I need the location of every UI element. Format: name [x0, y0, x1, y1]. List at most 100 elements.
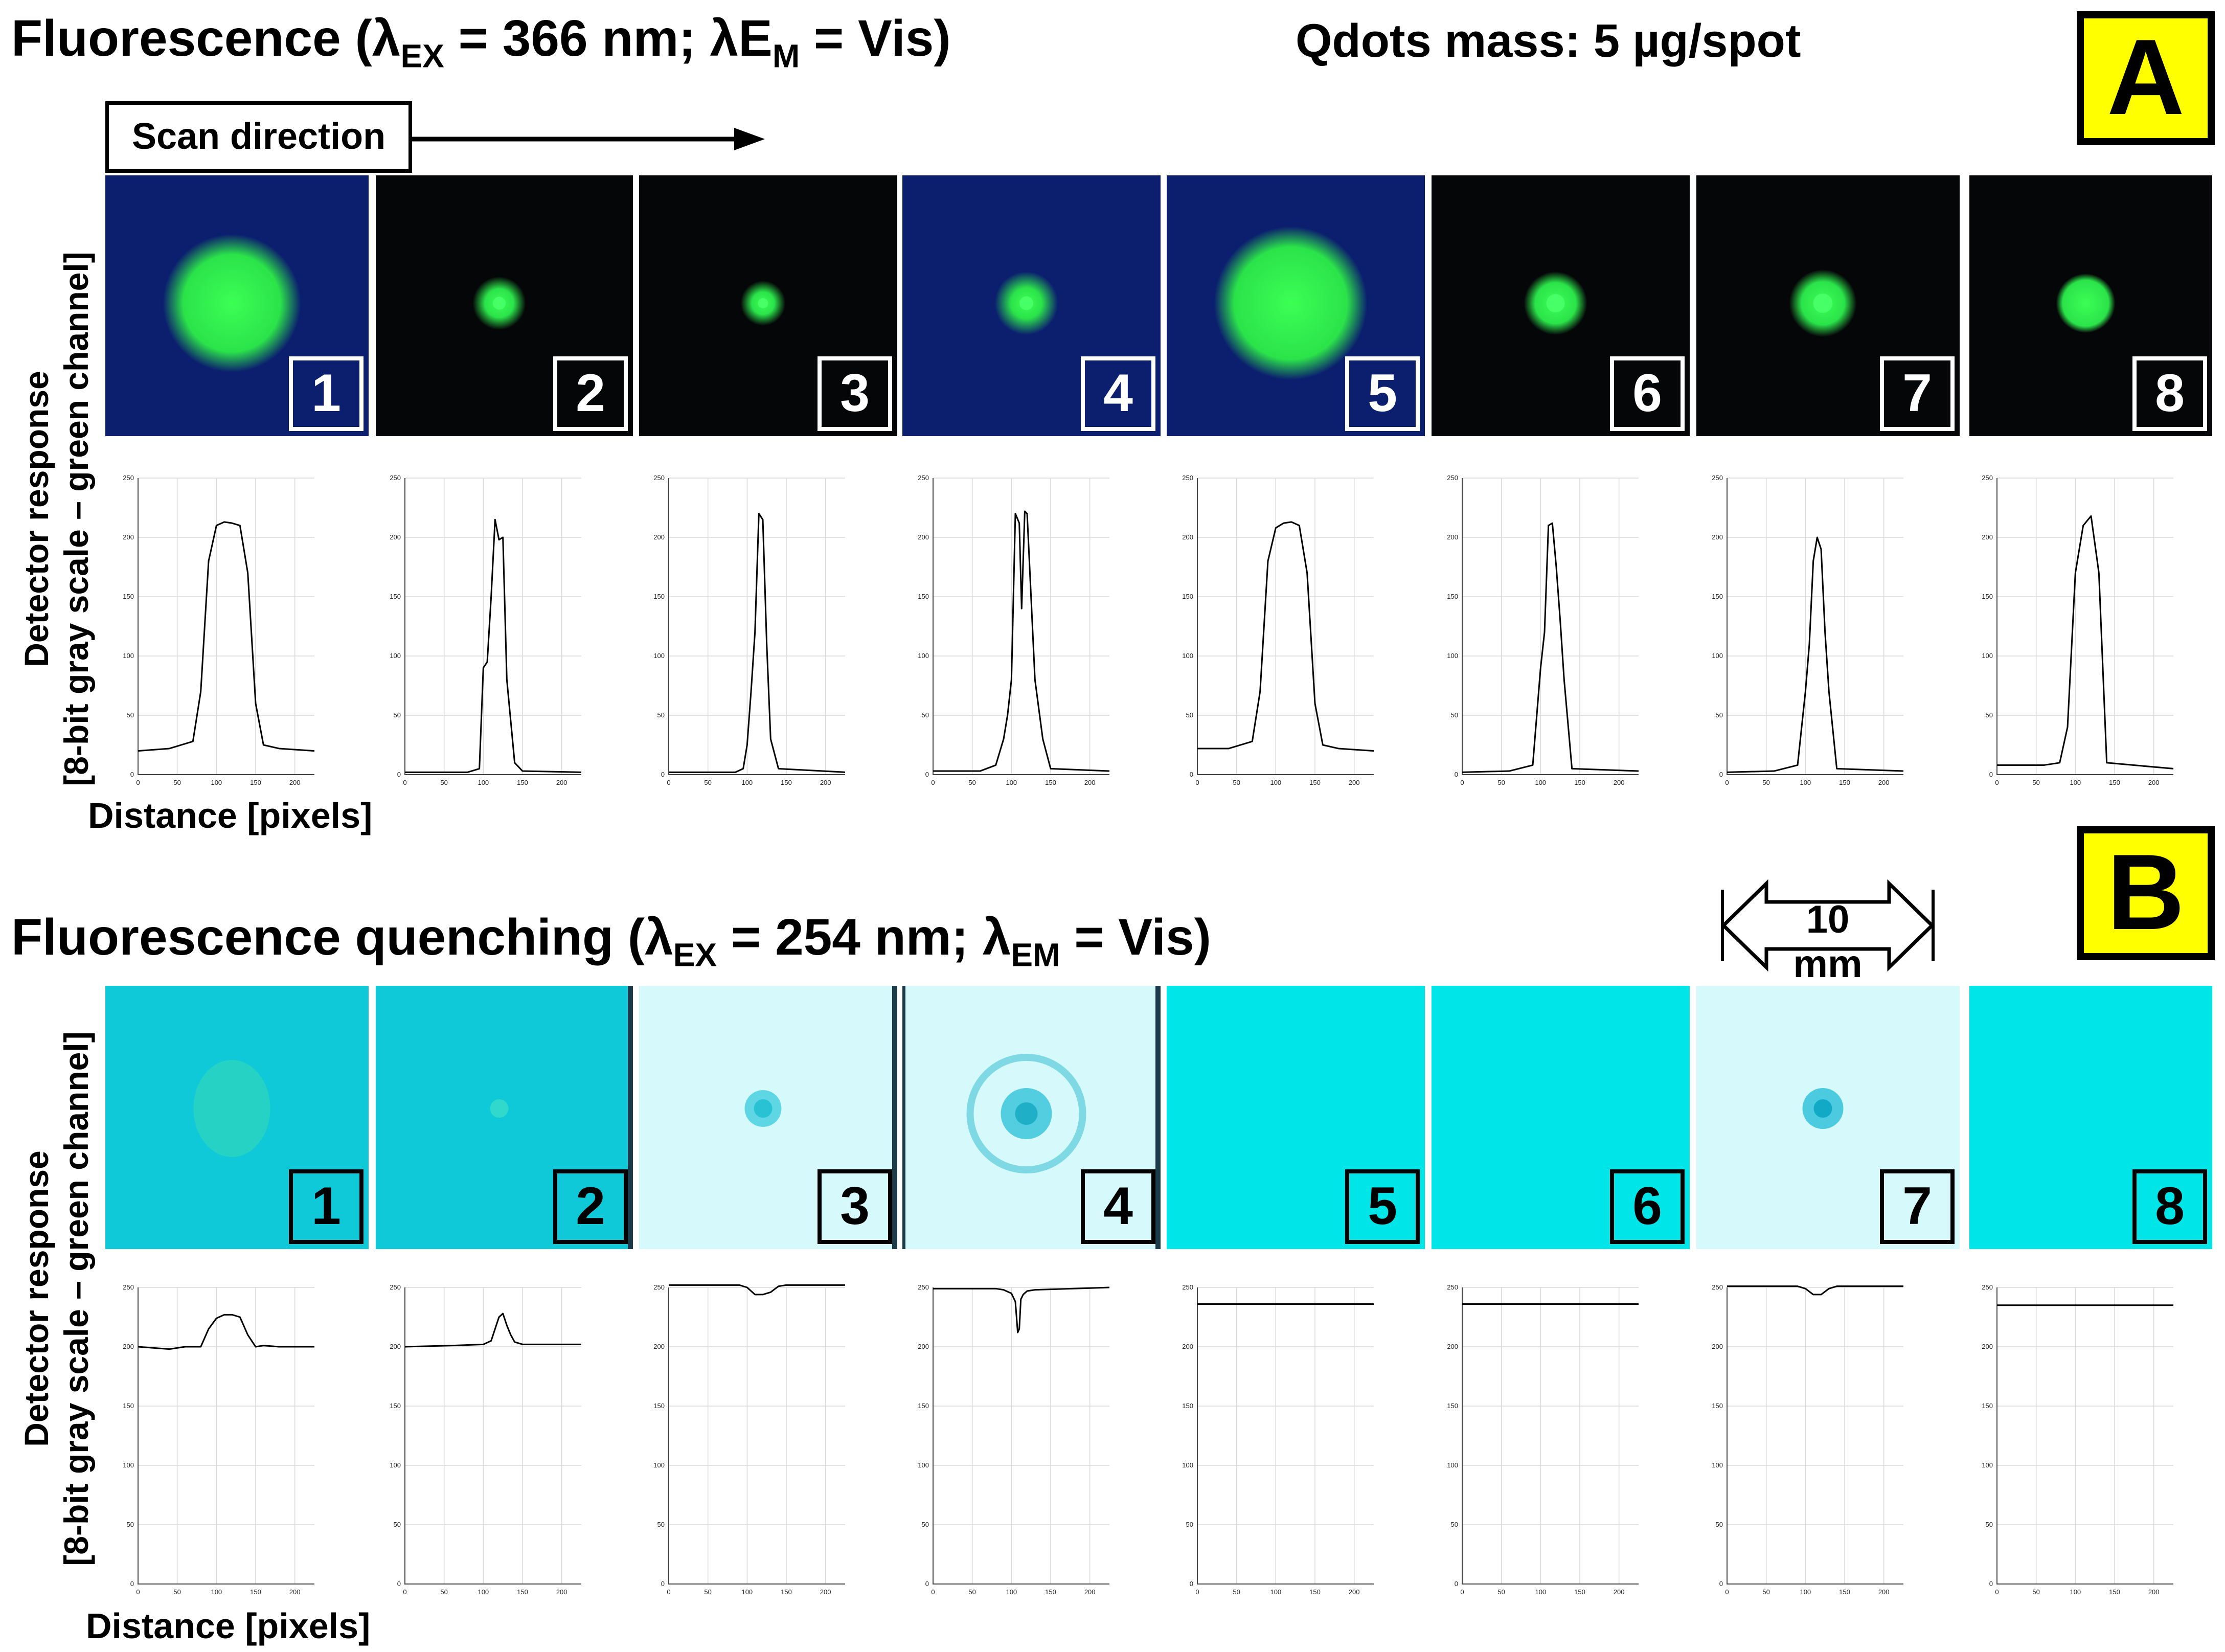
y-tick-label: 100: [1182, 652, 1193, 660]
x-tick-label: 200: [289, 1588, 301, 1596]
quenching-tile-8: 8: [1969, 986, 2212, 1249]
y-tick-label: 50: [394, 1521, 401, 1528]
y-tick-label: 150: [123, 1402, 134, 1410]
y-tick-label: 50: [1716, 1521, 1723, 1528]
y-tick-label: 200: [918, 1343, 929, 1350]
y-tick-label: 0: [1989, 771, 1993, 778]
profile-line-series-4: [933, 1286, 1110, 1333]
y-tick-label: 150: [1447, 1402, 1458, 1410]
y-tick-label: 50: [394, 711, 401, 719]
spot-number-badge: 3: [818, 356, 892, 431]
fluorescent-spot: [1214, 227, 1368, 380]
x-tick-label: 150: [1574, 779, 1585, 786]
plot-axes: [1197, 478, 1374, 775]
x-tick-label: 50: [1497, 1588, 1505, 1596]
y-tick-label: 150: [1712, 1402, 1723, 1410]
y-tick-label: 200: [1712, 1343, 1723, 1350]
x-tick-label: 100: [1800, 779, 1811, 786]
y-tick-label: 100: [1182, 1461, 1193, 1469]
plot-axes: [1462, 1287, 1639, 1585]
fluorescence-tile-4: 4: [902, 175, 1161, 436]
y-tick-label: 250: [653, 1283, 665, 1291]
x-tick-label: 200: [1349, 779, 1360, 786]
x-tick-label: 100: [478, 1588, 489, 1596]
y-tick-label: 200: [123, 533, 134, 541]
y-tick-label: 0: [1989, 1580, 1993, 1588]
x-tick-label: 0: [1995, 779, 1999, 786]
x-tick-label: 50: [2032, 1588, 2039, 1596]
x-tick-label: 200: [1878, 1588, 1890, 1596]
qdots-mass-label: Qdots mass: 5 µg/spot: [1296, 15, 1801, 67]
panel-a-profile-plot-6: 0 50 100 150 200 250 0 50 100 150 200: [1421, 473, 1641, 795]
y-tick-label: 0: [1455, 771, 1458, 778]
y-tick-label: 50: [1986, 711, 1993, 719]
spot-number-badge: 7: [1880, 356, 1955, 431]
y-tick-label: 0: [397, 771, 401, 778]
profile-line-series-4: [933, 510, 1110, 772]
y-tick-label: 200: [653, 1343, 665, 1350]
y-tick-label: 100: [653, 652, 665, 660]
spot-number-badge: 4: [1081, 1169, 1155, 1244]
fluorescence-tile-5: 5: [1167, 175, 1425, 436]
y-tick-label: 100: [123, 652, 134, 660]
plot-axes: [1462, 478, 1639, 775]
y-tick-label: 0: [397, 1580, 401, 1588]
spot-number-badge: 1: [289, 1169, 364, 1244]
plot-axes: [1727, 1287, 1903, 1585]
x-tick-label: 200: [556, 1588, 567, 1596]
spot-number-badge: 2: [553, 1169, 628, 1244]
x-tick-label: 150: [1839, 779, 1850, 786]
y-tick-label: 100: [1447, 1461, 1458, 1469]
y-tick-label: 250: [1982, 474, 1993, 482]
x-tick-label: 50: [440, 779, 447, 786]
y-tick-label: 250: [123, 1283, 134, 1291]
fluorescent-spot: [163, 234, 301, 372]
y-tick-label: 0: [1455, 1580, 1458, 1588]
y-tick-label: 50: [657, 1521, 665, 1528]
profile-line-series-1: [138, 1314, 314, 1350]
y-tick-label: 0: [130, 771, 134, 778]
x-tick-label: 100: [1535, 1588, 1546, 1596]
y-tick-label: 0: [1190, 1580, 1193, 1588]
plot-axes: [933, 1287, 1109, 1585]
panel-b-profile-plot-8: 0 50 100 150 200 250 0 50 100 150 200: [1956, 1282, 2176, 1604]
y-tick-label: 250: [390, 1283, 401, 1291]
y-tick-label: 50: [127, 711, 134, 719]
profile-line-series-7: [1727, 1285, 1903, 1296]
panel-a-title: Fluorescence (λEX = 366 nm; λEM = Vis): [11, 10, 951, 75]
plot-axes: [138, 478, 314, 775]
y-tick-label: 0: [1719, 771, 1723, 778]
y-tick-label: 200: [918, 533, 929, 541]
y-tick-label: 50: [1186, 711, 1193, 719]
spot-number-badge: 5: [1345, 1169, 1420, 1244]
x-tick-label: 0: [931, 779, 935, 786]
panel-b-profile-plot-6: 0 50 100 150 200 250 0 50 100 150 200: [1421, 1282, 1641, 1604]
x-tick-label: 50: [1762, 1588, 1769, 1596]
quenching-tile-3: 3: [639, 986, 897, 1249]
x-tick-label: 150: [250, 1588, 261, 1596]
profile-line-series-1: [138, 521, 315, 752]
scale-bar-arrow: [1720, 879, 1935, 971]
x-tick-label: 0: [1995, 1588, 1999, 1596]
x-tick-label: 50: [2032, 779, 2039, 786]
fluorescence-tile-8: 8: [1969, 175, 2212, 436]
profile-line-series-3: [669, 513, 846, 773]
y-tick-label: 0: [130, 1580, 134, 1588]
fluorescent-spot: [2056, 274, 2116, 333]
x-tick-label: 100: [1270, 1588, 1281, 1596]
y-tick-label: 200: [653, 533, 665, 541]
x-tick-label: 0: [667, 779, 670, 786]
x-tick-label: 200: [556, 779, 567, 786]
y-tick-label: 0: [925, 1580, 929, 1588]
fluorescence-tile-2: 2: [376, 175, 633, 436]
quenching-tile-1: 1: [105, 986, 369, 1249]
y-tick-label: 200: [123, 1343, 134, 1350]
panel-a-profile-plot-8: 0 50 100 150 200 250 0 50 100 150 200: [1956, 473, 2176, 795]
y-tick-label: 100: [653, 1461, 665, 1469]
x-tick-label: 0: [667, 1588, 670, 1596]
panel-b-xlabel: Distance [pixels]: [86, 1606, 371, 1646]
x-tick-label: 50: [968, 1588, 975, 1596]
y-tick-label: 100: [1982, 1461, 1993, 1469]
y-tick-label: 0: [1190, 771, 1193, 778]
spot-number-badge: 3: [818, 1169, 892, 1244]
